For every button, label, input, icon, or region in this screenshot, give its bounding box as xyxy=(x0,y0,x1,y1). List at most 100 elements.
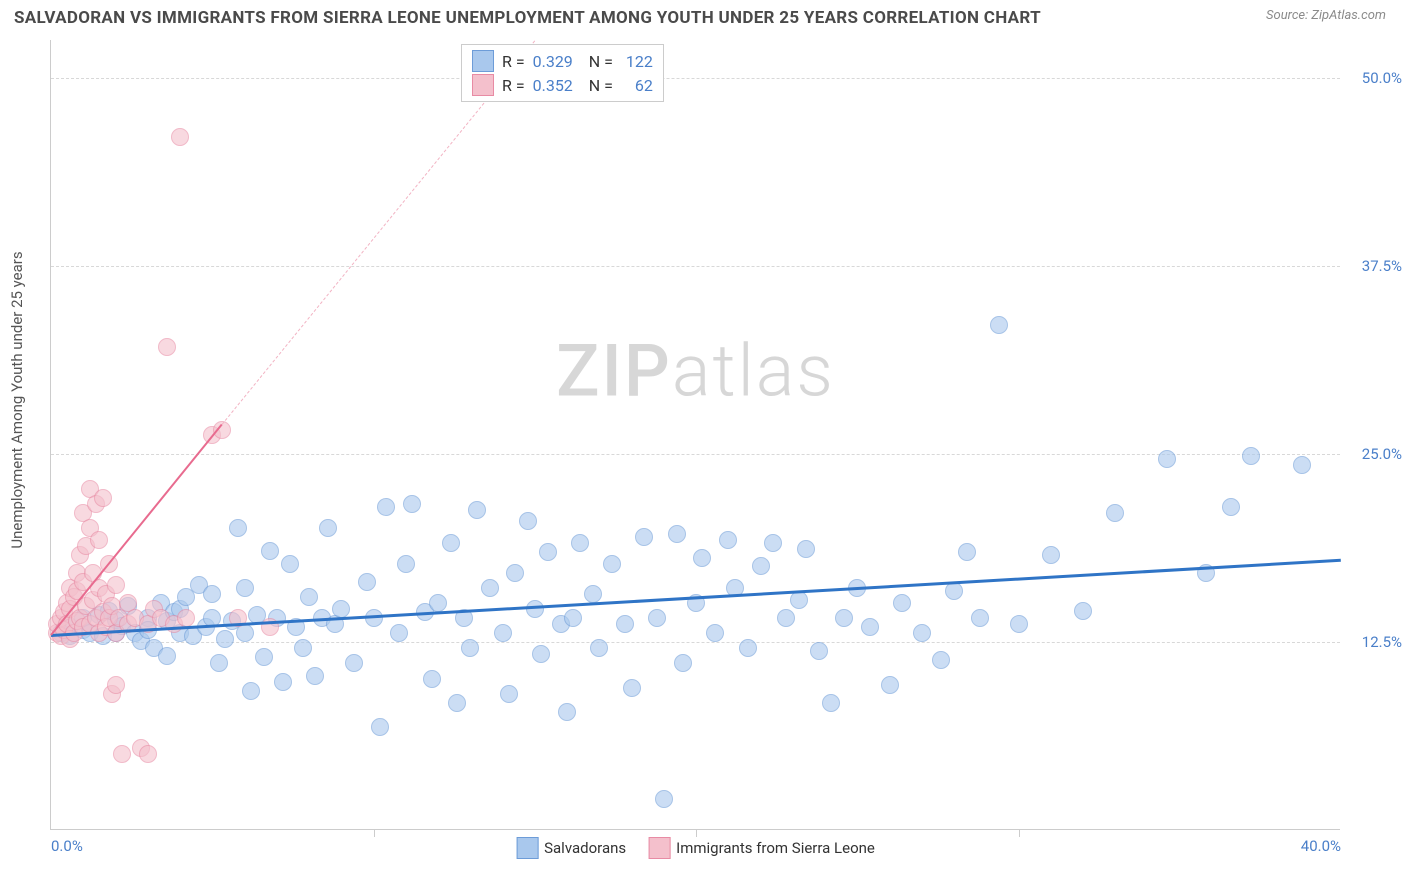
data-point xyxy=(107,676,125,694)
data-point xyxy=(442,534,460,552)
stat-r-label: R = xyxy=(502,76,525,95)
data-point xyxy=(539,543,557,561)
data-point xyxy=(990,316,1008,334)
gridline xyxy=(51,454,1340,455)
data-point xyxy=(590,639,608,657)
data-point xyxy=(1042,546,1060,564)
gridline xyxy=(51,78,1340,79)
correlation-stats-box: R = 0.329 N = 122 R = 0.352 N = 62 xyxy=(461,44,664,102)
data-point xyxy=(635,528,653,546)
data-point xyxy=(558,703,576,721)
data-point xyxy=(281,555,299,573)
stats-row: R = 0.329 N = 122 xyxy=(472,49,653,73)
stat-r-label: R = xyxy=(502,52,525,71)
legend-label: Salvadorans xyxy=(544,839,626,857)
x-tick-label: 40.0% xyxy=(1301,837,1341,855)
stat-r-value: 0.329 xyxy=(533,52,573,71)
data-point xyxy=(107,576,125,594)
data-point xyxy=(881,676,899,694)
data-point xyxy=(648,609,666,627)
gridline xyxy=(51,266,1340,267)
data-point xyxy=(390,624,408,642)
data-point xyxy=(468,501,486,519)
data-point xyxy=(519,512,537,530)
data-point xyxy=(90,531,108,549)
data-point xyxy=(300,588,318,606)
data-point xyxy=(532,645,550,663)
data-point xyxy=(861,618,879,636)
stat-n-value: 62 xyxy=(621,76,653,95)
data-point xyxy=(94,489,112,507)
data-point xyxy=(623,679,641,697)
x-tick-label: 0.0% xyxy=(51,837,83,855)
y-tick-label: 12.5% xyxy=(1362,633,1402,651)
data-point xyxy=(448,694,466,712)
data-point xyxy=(397,555,415,573)
data-point xyxy=(171,128,189,146)
data-point xyxy=(306,667,324,685)
data-point xyxy=(332,600,350,618)
stat-n-label: N = xyxy=(581,52,613,71)
data-point xyxy=(655,790,673,808)
data-point xyxy=(506,564,524,582)
data-point xyxy=(1106,504,1124,522)
data-point xyxy=(377,498,395,516)
data-point xyxy=(945,582,963,600)
y-tick-label: 25.0% xyxy=(1362,445,1402,463)
data-point xyxy=(1010,615,1028,633)
data-point xyxy=(835,609,853,627)
y-axis-label: Unemployment Among Youth under 25 years xyxy=(8,251,26,548)
watermark: ZIPatlas xyxy=(556,329,835,414)
data-point xyxy=(810,642,828,660)
stat-n-label: N = xyxy=(581,76,613,95)
data-point xyxy=(371,718,389,736)
chart-title: SALVADORAN VS IMMIGRANTS FROM SIERRA LEO… xyxy=(14,8,1041,28)
data-point xyxy=(571,534,589,552)
data-point xyxy=(797,540,815,558)
data-point xyxy=(481,579,499,597)
data-point xyxy=(739,639,757,657)
data-point xyxy=(584,585,602,603)
data-point xyxy=(526,600,544,618)
data-point xyxy=(158,338,176,356)
data-point xyxy=(958,543,976,561)
data-point xyxy=(319,519,337,537)
chart-header: SALVADORAN VS IMMIGRANTS FROM SIERRA LEO… xyxy=(0,0,1406,32)
data-point xyxy=(668,525,686,543)
stat-r-value: 0.352 xyxy=(533,76,573,95)
data-point xyxy=(777,609,795,627)
data-point xyxy=(1293,456,1311,474)
data-point xyxy=(1242,447,1260,465)
stat-n-value: 122 xyxy=(621,52,653,71)
data-point xyxy=(564,609,582,627)
data-point xyxy=(893,594,911,612)
data-point xyxy=(1158,450,1176,468)
legend: Salvadorans Immigrants from Sierra Leone xyxy=(516,837,875,859)
data-point xyxy=(913,624,931,642)
x-tick xyxy=(1019,829,1020,837)
data-point xyxy=(423,670,441,688)
data-point xyxy=(932,651,950,669)
data-point xyxy=(494,624,512,642)
legend-item: Immigrants from Sierra Leone xyxy=(648,837,875,859)
data-point xyxy=(242,682,260,700)
x-tick xyxy=(374,829,375,837)
data-point xyxy=(693,549,711,567)
data-point xyxy=(229,519,247,537)
data-point xyxy=(616,615,634,633)
chart-area: ZIPatlas 12.5%25.0%37.5%50.0%0.0%40.0%R … xyxy=(50,40,1340,830)
data-point xyxy=(274,673,292,691)
data-point xyxy=(790,591,808,609)
x-tick xyxy=(696,829,697,837)
data-point xyxy=(1074,602,1092,620)
data-point xyxy=(345,654,363,672)
y-tick-label: 50.0% xyxy=(1362,69,1402,87)
source-attribution: Source: ZipAtlas.com xyxy=(1266,8,1386,23)
data-point xyxy=(203,585,221,603)
legend-swatch xyxy=(648,837,670,859)
data-point xyxy=(603,555,621,573)
data-point xyxy=(1222,498,1240,516)
data-point xyxy=(461,639,479,657)
data-point xyxy=(158,647,176,665)
legend-label: Immigrants from Sierra Leone xyxy=(676,839,875,857)
